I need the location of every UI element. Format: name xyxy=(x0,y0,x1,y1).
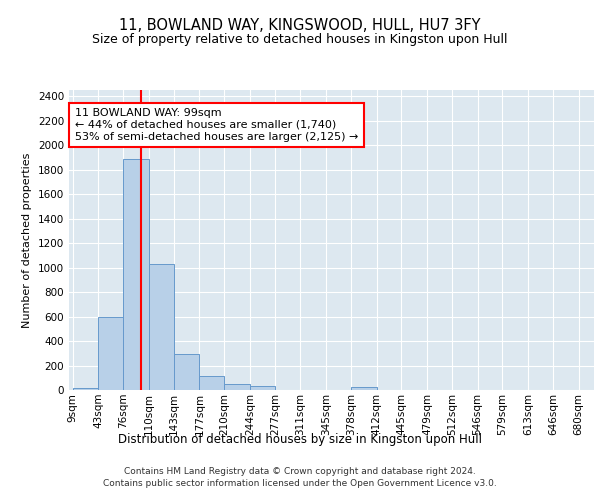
Bar xyxy=(123,158,149,390)
Text: Contains HM Land Registry data © Crown copyright and database right 2024.: Contains HM Land Registry data © Crown c… xyxy=(124,468,476,476)
Bar xyxy=(98,316,123,390)
Bar xyxy=(149,264,174,390)
Bar xyxy=(73,388,98,390)
Text: 11 BOWLAND WAY: 99sqm
← 44% of detached houses are smaller (1,740)
53% of semi-d: 11 BOWLAND WAY: 99sqm ← 44% of detached … xyxy=(75,108,358,142)
Bar xyxy=(174,354,199,390)
Text: Contains public sector information licensed under the Open Government Licence v3: Contains public sector information licen… xyxy=(103,479,497,488)
Bar xyxy=(199,376,224,390)
Text: Distribution of detached houses by size in Kingston upon Hull: Distribution of detached houses by size … xyxy=(118,432,482,446)
Text: Size of property relative to detached houses in Kingston upon Hull: Size of property relative to detached ho… xyxy=(92,32,508,46)
Bar xyxy=(224,384,250,390)
Text: 11, BOWLAND WAY, KINGSWOOD, HULL, HU7 3FY: 11, BOWLAND WAY, KINGSWOOD, HULL, HU7 3F… xyxy=(119,18,481,32)
Bar xyxy=(351,387,377,390)
Bar xyxy=(250,386,275,390)
Y-axis label: Number of detached properties: Number of detached properties xyxy=(22,152,32,328)
